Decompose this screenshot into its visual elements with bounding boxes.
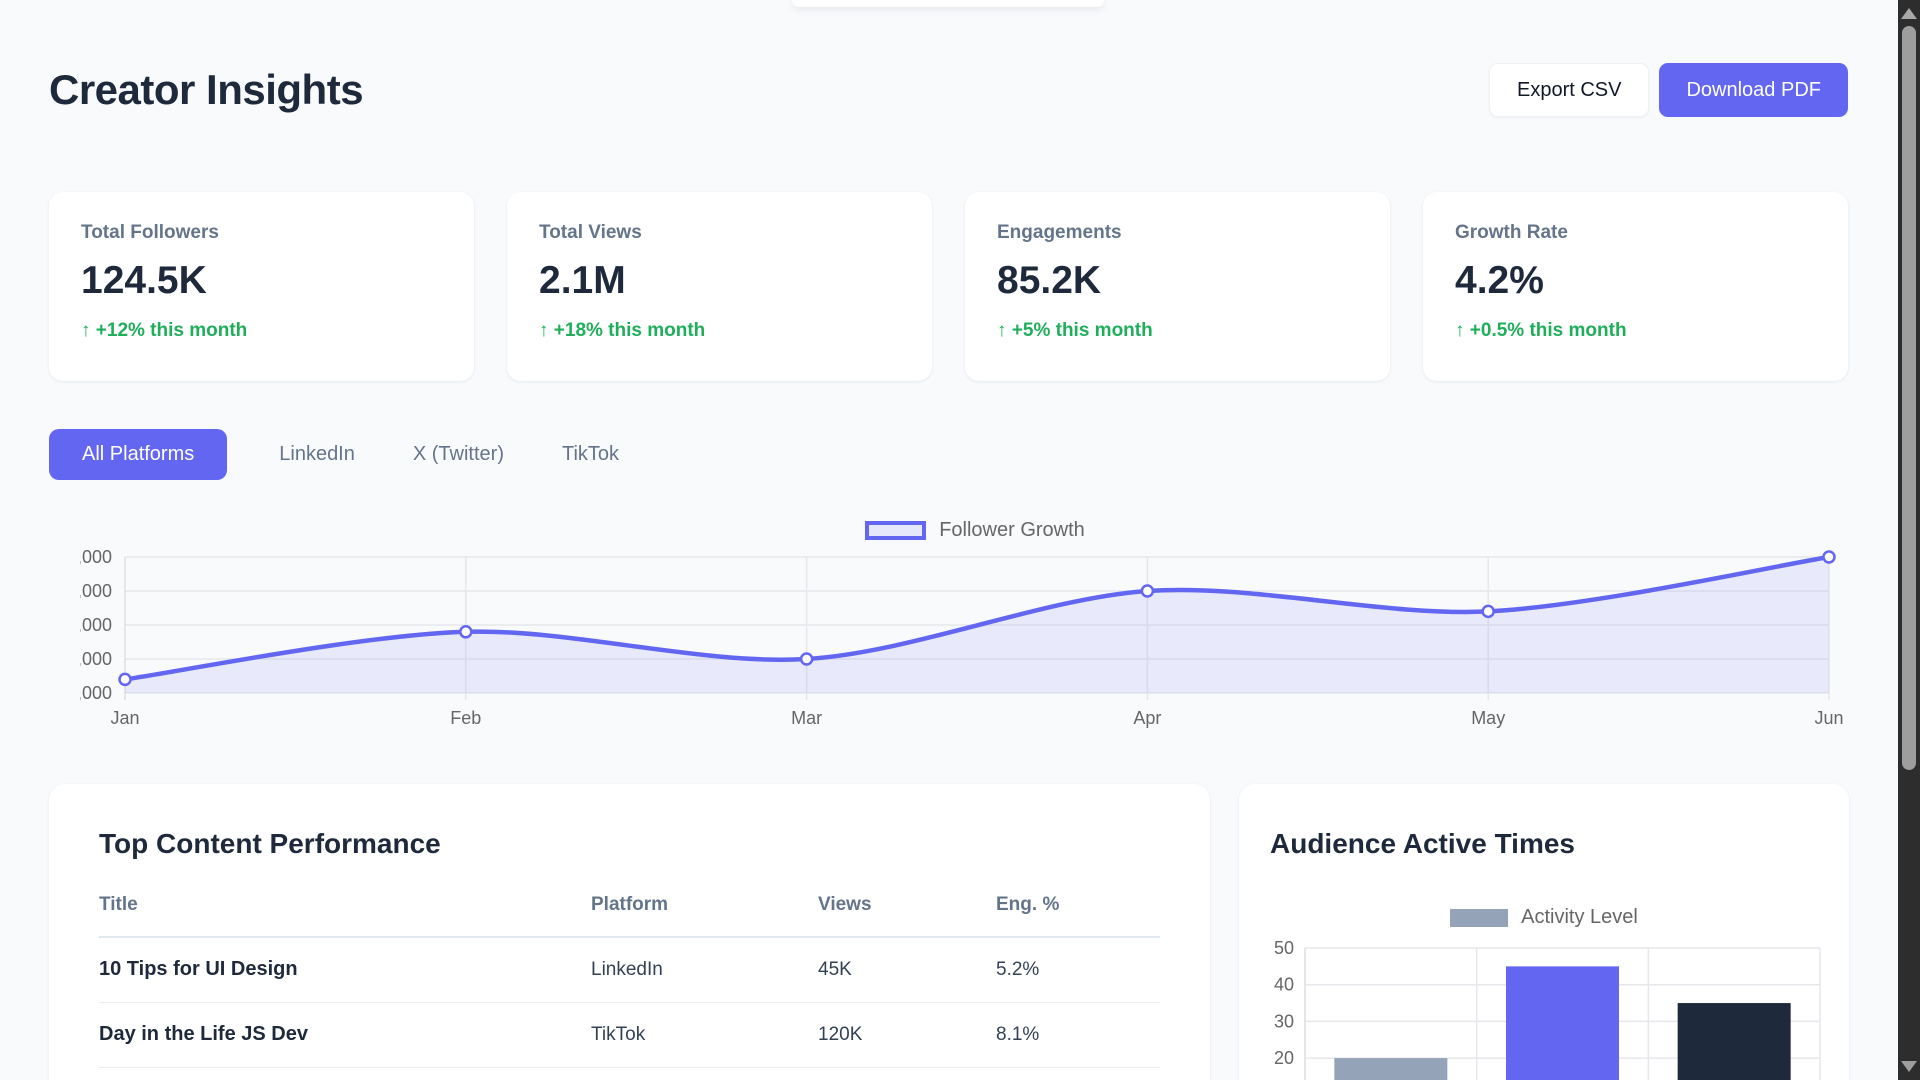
cell-platform: TikTok bbox=[591, 1002, 818, 1068]
scrollbar-thumb[interactable] bbox=[1902, 26, 1916, 770]
legend-swatch-icon bbox=[1450, 908, 1509, 927]
scrollbar-down-arrow-icon[interactable] bbox=[1901, 1061, 1917, 1072]
svg-text:May: May bbox=[1471, 708, 1505, 728]
svg-text:20: 20 bbox=[1274, 1048, 1294, 1068]
svg-text:20,000: 20,000 bbox=[80, 615, 112, 635]
tab-all-platforms[interactable]: All Platforms bbox=[49, 429, 228, 480]
legend-item-activity-level[interactable]: Activity Level bbox=[1450, 906, 1638, 929]
stat-change: ↑ +5% this month bbox=[997, 320, 1153, 341]
svg-text:30: 30 bbox=[1274, 1011, 1294, 1031]
stat-label: Total Followers bbox=[81, 222, 219, 243]
top-toast-remnant bbox=[792, 0, 1104, 7]
tab-tiktok[interactable]: TikTok bbox=[562, 443, 620, 465]
cell-views: 45K bbox=[818, 937, 996, 1003]
stat-label: Growth Rate bbox=[1455, 222, 1568, 243]
stat-card-total-views: Total Views 2.1M ↑ +18% this month bbox=[507, 192, 932, 381]
svg-text:15,000: 15,000 bbox=[80, 649, 112, 669]
audience-active-times-card: Audience Active Times Activity Level 50 4… bbox=[1239, 784, 1849, 1080]
stat-card-total-followers: Total Followers 124.5K ↑ +12% this month bbox=[49, 192, 474, 381]
legend-label: Follower Growth bbox=[939, 519, 1085, 541]
svg-text:50: 50 bbox=[1274, 938, 1294, 958]
col-header-eng: Eng. % bbox=[996, 894, 1160, 938]
stat-label: Total Views bbox=[539, 222, 642, 243]
export-csv-button[interactable]: Export CSV bbox=[1489, 63, 1650, 117]
cell-title: 10 Tips for UI Design bbox=[99, 937, 591, 1003]
svg-text:Mar: Mar bbox=[791, 708, 822, 728]
stat-value: 4.2% bbox=[1455, 259, 1544, 302]
bar-chart-legend: Activity Level bbox=[1239, 906, 1849, 929]
svg-text:Apr: Apr bbox=[1133, 708, 1161, 728]
page-title: Creator Insights bbox=[49, 66, 364, 113]
svg-text:Jan: Jan bbox=[110, 708, 139, 728]
svg-text:Jun: Jun bbox=[1814, 708, 1843, 728]
top-content-title: Top Content Performance bbox=[99, 828, 441, 859]
stat-card-engagements: Engagements 85.2K ↑ +5% this month bbox=[965, 192, 1390, 381]
legend-label: Activity Level bbox=[1521, 906, 1638, 928]
follower-growth-line-chart: 30,000 25,000 20,000 15,000 10,000 Jan Feb Mar A… bbox=[80, 547, 1844, 728]
scrollbar[interactable] bbox=[1898, 0, 1920, 1080]
activity-level-bar-chart: 50 40 30 20 bbox=[1274, 938, 1821, 1080]
download-pdf-button[interactable]: Download PDF bbox=[1659, 63, 1848, 117]
col-header-title: Title bbox=[99, 894, 591, 938]
page-header: Creator Insights Export CSV Download PDF bbox=[49, 62, 1848, 118]
line-chart-legend: Follower Growth bbox=[80, 519, 1870, 542]
table-header-row: Title Platform Views Eng. % bbox=[99, 894, 1160, 938]
cell-title: Day in the Life JS Dev bbox=[99, 1002, 591, 1068]
stat-card-growth-rate: Growth Rate 4.2% ↑ +0.5% this month bbox=[1423, 192, 1848, 381]
platform-filter-tabs: All Platforms LinkedIn X (Twitter) TikTo… bbox=[49, 429, 625, 480]
col-header-platform: Platform bbox=[591, 894, 818, 938]
tab-x-twitter[interactable]: X (Twitter) bbox=[412, 443, 504, 465]
svg-text:30,000: 30,000 bbox=[80, 547, 112, 567]
cell-eng: 5.2% bbox=[996, 937, 1160, 1003]
svg-text:40: 40 bbox=[1274, 975, 1294, 995]
svg-text:10,000: 10,000 bbox=[80, 683, 112, 703]
legend-swatch-icon bbox=[865, 521, 927, 540]
cell-views: 120K bbox=[818, 1002, 996, 1068]
content-performance-table: Title Platform Views Eng. % 10 Tips for … bbox=[99, 894, 1160, 1068]
cell-platform: LinkedIn bbox=[591, 937, 818, 1003]
stat-change: ↑ +18% this month bbox=[539, 320, 706, 341]
header-actions: Export CSV Download PDF bbox=[1489, 63, 1848, 117]
stat-value: 2.1M bbox=[539, 259, 626, 302]
table-row: 10 Tips for UI Design LinkedIn 45K 5.2% bbox=[99, 937, 1160, 1003]
stat-change: ↑ +0.5% this month bbox=[1455, 320, 1627, 341]
legend-item-follower-growth[interactable]: Follower Growth bbox=[865, 519, 1085, 542]
scrollbar-up-arrow-icon[interactable] bbox=[1901, 8, 1917, 19]
stats-row: Total Followers 124.5K ↑ +12% this month… bbox=[49, 192, 1848, 381]
svg-text:Feb: Feb bbox=[450, 708, 481, 728]
col-header-views: Views bbox=[818, 894, 996, 938]
top-content-card: Top Content Performance Title Platform V… bbox=[49, 784, 1210, 1080]
stat-label: Engagements bbox=[997, 222, 1122, 243]
stat-value: 85.2K bbox=[997, 259, 1102, 302]
cell-eng: 8.1% bbox=[996, 1002, 1160, 1068]
audience-title: Audience Active Times bbox=[1270, 828, 1576, 859]
table-row: Day in the Life JS Dev TikTok 120K 8.1% bbox=[99, 1002, 1160, 1068]
svg-text:25,000: 25,000 bbox=[80, 581, 112, 601]
tab-linkedin[interactable]: LinkedIn bbox=[279, 443, 355, 465]
stat-value: 124.5K bbox=[81, 259, 207, 302]
stat-change: ↑ +12% this month bbox=[81, 320, 248, 341]
